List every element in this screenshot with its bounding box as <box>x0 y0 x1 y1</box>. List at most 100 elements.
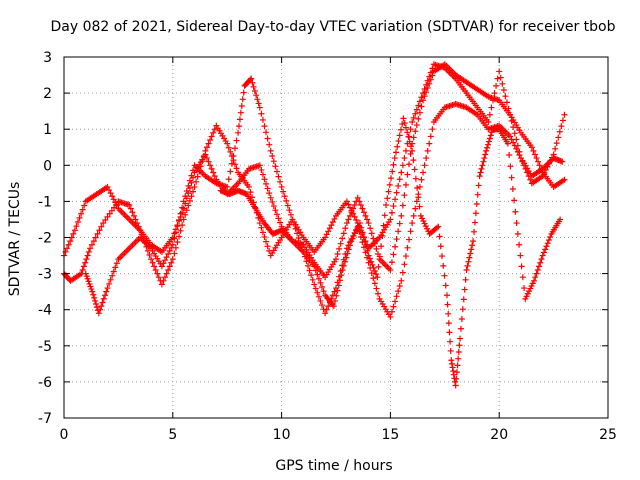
data-point <box>465 258 472 265</box>
data-point <box>227 148 234 155</box>
data-point <box>441 272 448 279</box>
data-point <box>487 132 494 139</box>
data-point <box>286 207 293 214</box>
data-point <box>395 182 402 189</box>
data-point <box>448 357 455 364</box>
data-point <box>225 176 232 183</box>
data-point <box>376 253 383 260</box>
data-point <box>166 247 173 254</box>
data-point <box>486 111 493 118</box>
data-point <box>273 211 280 218</box>
data-point <box>81 202 88 209</box>
data-point <box>163 254 170 261</box>
data-point <box>519 158 526 165</box>
data-point <box>208 133 215 140</box>
data-point <box>429 72 436 79</box>
data-point <box>514 142 521 149</box>
data-point <box>247 189 254 196</box>
data-point <box>489 97 496 104</box>
data-point <box>378 243 385 250</box>
x-tick-label: 20 <box>490 427 508 443</box>
data-point <box>365 252 372 259</box>
data-point <box>400 115 407 122</box>
data-point <box>259 116 266 123</box>
data-point <box>312 267 319 274</box>
data-point <box>387 266 394 273</box>
data-point <box>319 302 326 309</box>
y-tick-label: -5 <box>38 339 52 355</box>
data-point <box>402 124 409 131</box>
data-point <box>249 194 256 201</box>
data-point <box>102 292 109 299</box>
data-point <box>452 378 459 385</box>
data-point <box>397 126 404 133</box>
data-point <box>245 183 252 190</box>
data-point <box>263 180 270 187</box>
data-point <box>538 165 545 172</box>
data-point <box>210 169 217 176</box>
data-point <box>392 243 399 250</box>
data-point <box>348 207 355 214</box>
data-point <box>251 88 258 95</box>
data-point <box>531 277 538 284</box>
data-point <box>259 229 266 236</box>
data-point <box>429 65 436 72</box>
data-point <box>275 215 282 222</box>
data-point <box>326 225 333 232</box>
data-point <box>389 168 396 175</box>
data-point <box>270 203 277 210</box>
data-point <box>325 228 332 235</box>
data-point <box>151 263 158 270</box>
data-point <box>338 272 345 279</box>
data-point <box>442 282 449 289</box>
data-point <box>358 224 365 231</box>
data-point <box>418 103 425 110</box>
data-point <box>240 89 247 96</box>
data-point <box>421 85 428 92</box>
data-point <box>188 193 195 200</box>
data-point <box>183 207 190 214</box>
data-point <box>415 115 422 122</box>
data-point <box>152 266 159 273</box>
data-point <box>259 171 266 178</box>
data-point <box>396 132 403 139</box>
data-point <box>368 258 375 265</box>
data-point <box>109 193 116 200</box>
data-point <box>369 261 376 268</box>
data-point <box>399 202 406 209</box>
data-point <box>172 229 179 236</box>
data-point <box>435 223 442 230</box>
data-point <box>416 98 423 105</box>
data-point <box>370 264 377 271</box>
data-point <box>488 104 495 111</box>
data-point <box>390 303 397 310</box>
data-point <box>458 315 465 322</box>
data-point <box>165 266 172 273</box>
data-point <box>194 173 201 180</box>
data-point <box>424 84 431 91</box>
data-point <box>483 147 490 154</box>
data-point <box>531 151 538 158</box>
data-point <box>398 212 405 219</box>
y-tick-label: 3 <box>43 50 52 66</box>
data-point <box>149 259 156 266</box>
data-point <box>407 126 414 133</box>
data-point <box>177 210 184 217</box>
data-point <box>174 223 181 230</box>
data-point <box>445 310 452 317</box>
data-point <box>169 241 176 248</box>
data-point <box>426 73 433 80</box>
data-point <box>236 123 243 130</box>
data-point <box>261 176 268 183</box>
data-point <box>393 236 400 243</box>
data-point <box>90 238 97 245</box>
data-point <box>238 102 245 109</box>
data-point <box>365 220 372 227</box>
data-point <box>344 250 351 257</box>
data-point <box>500 87 507 94</box>
x-tick-label: 0 <box>60 427 69 443</box>
grid-layer <box>64 57 608 418</box>
data-point <box>154 270 161 277</box>
data-point <box>547 157 554 164</box>
data-point <box>527 176 534 183</box>
